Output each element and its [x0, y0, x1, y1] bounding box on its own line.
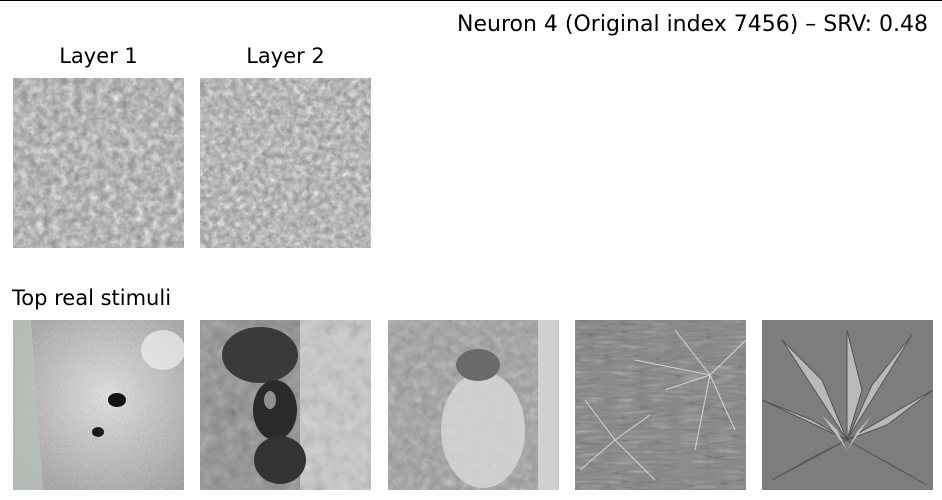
stimulus-image-3	[388, 320, 559, 490]
layer-2-feature-visualization	[200, 78, 371, 248]
top-stimuli-title: Top real stimuli	[12, 286, 172, 310]
layer-1-feature-visualization	[13, 78, 184, 248]
layer-2-title: Layer 2	[246, 44, 325, 68]
stimulus-image-5	[762, 320, 933, 490]
stimulus-image-1	[13, 320, 184, 490]
stimulus-image-4	[575, 320, 746, 490]
top-border	[0, 0, 942, 1]
layer-1-title: Layer 1	[59, 44, 138, 68]
figure-title: Neuron 4 (Original index 7456) – SRV: 0.…	[457, 12, 928, 37]
stimulus-image-2	[200, 320, 371, 490]
